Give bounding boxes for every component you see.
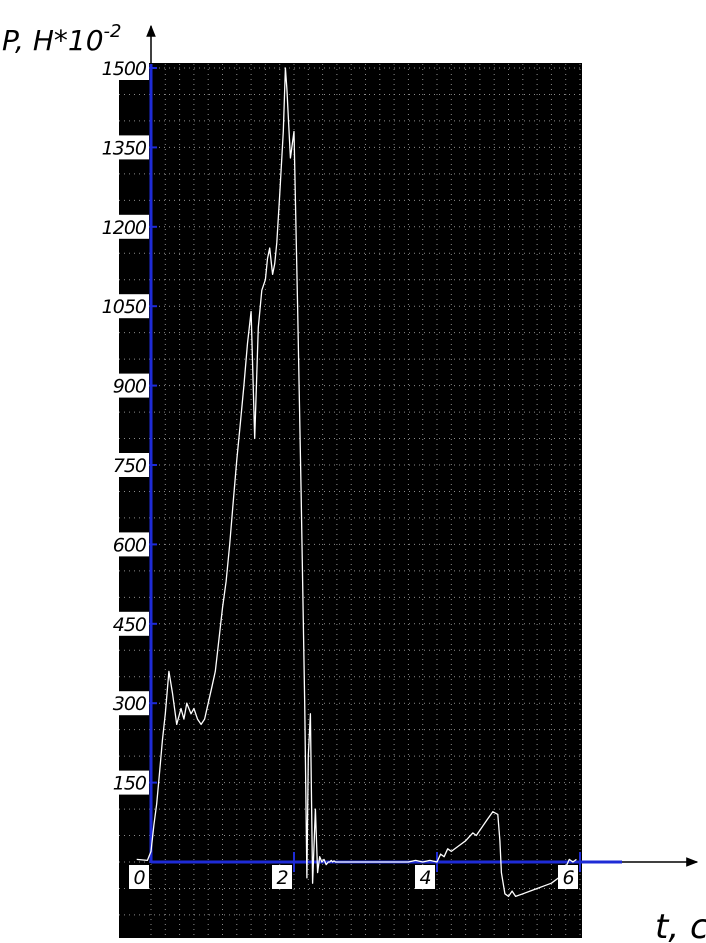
x-tick-label: 0 [133,867,145,889]
y-tick-label: 900 [113,376,147,398]
y-tick-label: 300 [113,693,147,715]
y-tick-label: 1200 [102,217,147,239]
y-tick-label: 750 [113,455,147,477]
y-tick-label: 600 [113,534,147,556]
y-axis-label-exponent: -2 [104,21,122,42]
y-tick-label-box [101,294,149,319]
y-tick-label-box [101,135,149,160]
x-tick-label-box [129,865,149,889]
y-tick-label: 1500 [102,58,147,80]
y-axis-ticks: 1500 1350 1200 1050 900 750 600 450 300 150 [101,56,157,795]
x-tick-label: 2 [276,867,287,889]
y-tick-label-box [101,214,149,239]
y-tick-label: 150 [113,773,147,795]
y-tick-label: 1350 [102,137,147,159]
y-tick-label-box [111,532,149,557]
y-tick-label-box [111,691,149,716]
y-axis-label: P, H*10-2 [2,21,121,57]
y-tick-label-box [111,770,149,795]
x-tick-label-box [415,865,435,889]
x-axis-label: t, c [655,907,706,943]
y-tick-label-box [111,611,149,636]
plot-background [119,63,582,938]
y-tick-label-box [111,453,149,477]
y-tick-label: 1050 [102,296,147,318]
x-tick-label-box [272,865,292,889]
x-tick-label: 4 [419,867,430,889]
series-line [136,67,577,898]
y-tick-label-box [101,56,149,80]
y-tick-label-box [111,373,149,398]
y-tick-label: 450 [113,614,147,636]
x-tick-label: 6 [562,867,574,889]
